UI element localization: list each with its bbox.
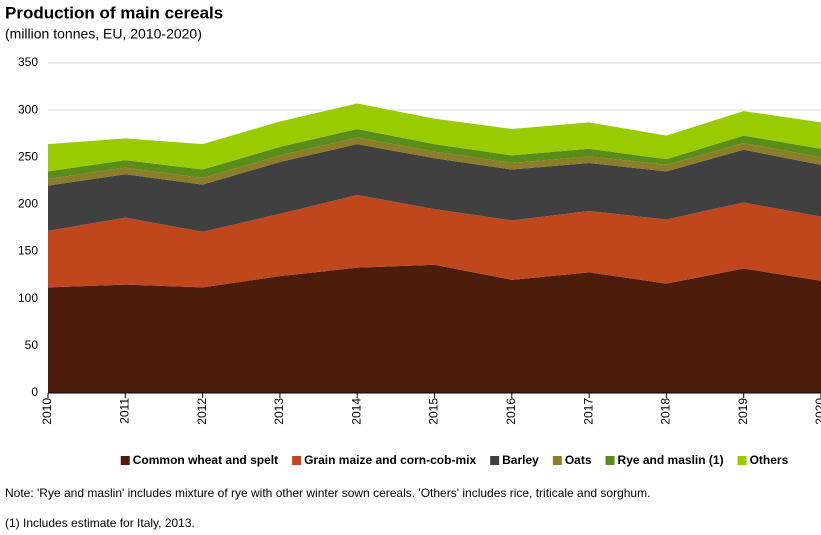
chart-title: Production of main cereals (5, 3, 223, 22)
x-tick-label: 2011 (117, 398, 131, 424)
note: Note: 'Rye and maslin' includes mixture … (5, 486, 651, 500)
legend-swatch (490, 456, 500, 465)
y-tick-label: 250 (18, 149, 38, 163)
y-tick-label: 350 (18, 55, 38, 69)
area (48, 195, 821, 288)
legend-swatch (292, 456, 302, 465)
x-tick-label: 2019 (736, 398, 750, 425)
legend-label: Rye and maslin (1) (618, 453, 724, 467)
legend-swatch (120, 456, 130, 465)
y-tick-label: 200 (18, 197, 38, 211)
x-tick-label: 2017 (581, 398, 595, 425)
area (48, 103, 821, 172)
x-tick-label: 2016 (504, 398, 518, 425)
x-tick-label: 2015 (427, 398, 441, 425)
x-tick-label: 2013 (272, 398, 286, 425)
x-tick-label: 2010 (40, 398, 54, 425)
legend-swatch (737, 456, 747, 465)
chart: Production of main cereals (million tonn… (5, 3, 821, 467)
legend-swatch (605, 456, 615, 465)
x-tick-label: 2020 (813, 398, 821, 425)
x-tick-label: 2014 (349, 398, 363, 425)
legend-label: Oats (565, 453, 592, 467)
legend-swatch (552, 456, 562, 465)
chart-subtitle: (million tonnes, EU, 2010-2020) (5, 26, 202, 42)
area (48, 144, 821, 232)
y-tick-label: 0 (31, 385, 38, 399)
legend-label: Barley (502, 453, 539, 467)
legend-label: Common wheat and spelt (133, 453, 278, 467)
footnote: (1) Includes estimate for Italy, 2013. (5, 516, 195, 530)
legend-label: Others (750, 453, 789, 467)
y-tick-label: 100 (18, 291, 38, 305)
area (48, 129, 821, 179)
y-tick-label: 50 (25, 338, 39, 352)
x-tick-label: 2018 (659, 398, 673, 425)
legend-label: Grain maize and corn-cob-mix (304, 453, 476, 467)
y-tick-label: 150 (18, 244, 38, 258)
area (48, 264, 821, 393)
x-tick-label: 2012 (195, 398, 209, 425)
y-tick-label: 300 (18, 102, 38, 116)
